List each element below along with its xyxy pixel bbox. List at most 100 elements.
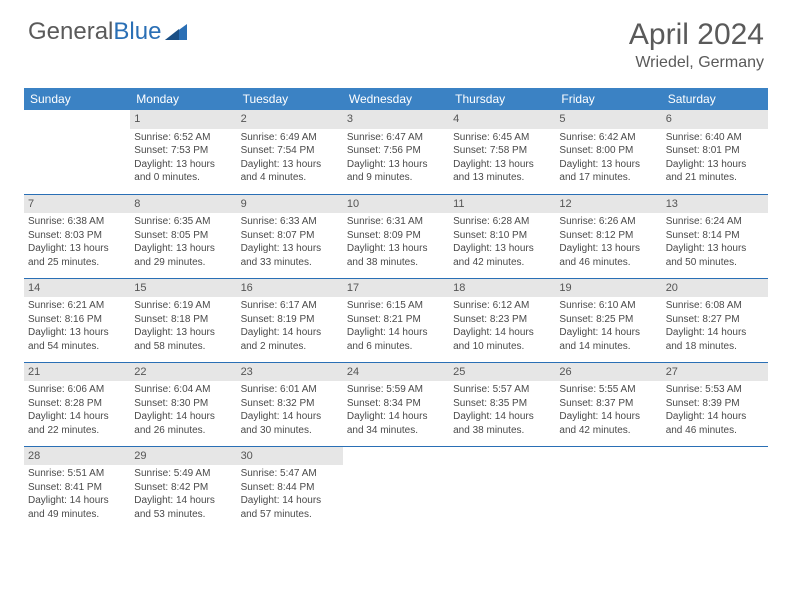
sunrise-line: Sunrise: 5:55 AM bbox=[559, 383, 657, 397]
daylight-line1: Daylight: 14 hours bbox=[666, 410, 764, 424]
logo-triangle-icon bbox=[165, 22, 191, 42]
daylight-line1: Daylight: 13 hours bbox=[347, 158, 445, 172]
daylight-line2: and 22 minutes. bbox=[28, 424, 126, 438]
calendar-cell: 5Sunrise: 6:42 AMSunset: 8:00 PMDaylight… bbox=[555, 110, 661, 194]
sunset-line: Sunset: 8:28 PM bbox=[28, 397, 126, 411]
sunrise-line: Sunrise: 6:01 AM bbox=[241, 383, 339, 397]
calendar-cell bbox=[555, 446, 661, 527]
daylight-line2: and 42 minutes. bbox=[453, 256, 551, 270]
page-header: GeneralBlue April 2024 Wriedel, Germany bbox=[0, 0, 792, 80]
calendar-row: 28Sunrise: 5:51 AMSunset: 8:41 PMDayligh… bbox=[24, 446, 768, 527]
daylight-line2: and 6 minutes. bbox=[347, 340, 445, 354]
sunrise-line: Sunrise: 5:49 AM bbox=[134, 467, 232, 481]
day-number: 7 bbox=[24, 195, 130, 214]
sunset-line: Sunset: 8:03 PM bbox=[28, 229, 126, 243]
sunrise-line: Sunrise: 6:35 AM bbox=[134, 215, 232, 229]
day-number: 9 bbox=[237, 195, 343, 214]
calendar-cell: 22Sunrise: 6:04 AMSunset: 8:30 PMDayligh… bbox=[130, 362, 236, 446]
daylight-line1: Daylight: 13 hours bbox=[666, 242, 764, 256]
day-number: 30 bbox=[237, 447, 343, 466]
daylight-line2: and 13 minutes. bbox=[453, 171, 551, 185]
sunrise-line: Sunrise: 6:31 AM bbox=[347, 215, 445, 229]
daylight-line2: and 29 minutes. bbox=[134, 256, 232, 270]
day-number: 29 bbox=[130, 447, 236, 466]
calendar-cell: 26Sunrise: 5:55 AMSunset: 8:37 PMDayligh… bbox=[555, 362, 661, 446]
calendar-head: Sunday Monday Tuesday Wednesday Thursday… bbox=[24, 88, 768, 110]
sunrise-line: Sunrise: 6:28 AM bbox=[453, 215, 551, 229]
daylight-line2: and 49 minutes. bbox=[28, 508, 126, 522]
day-number: 5 bbox=[555, 110, 661, 129]
sunset-line: Sunset: 8:42 PM bbox=[134, 481, 232, 495]
daylight-line1: Daylight: 14 hours bbox=[134, 494, 232, 508]
calendar-cell: 16Sunrise: 6:17 AMSunset: 8:19 PMDayligh… bbox=[237, 278, 343, 362]
daylight-line1: Daylight: 13 hours bbox=[453, 242, 551, 256]
daylight-line2: and 42 minutes. bbox=[559, 424, 657, 438]
daylight-line2: and 30 minutes. bbox=[241, 424, 339, 438]
calendar-cell: 23Sunrise: 6:01 AMSunset: 8:32 PMDayligh… bbox=[237, 362, 343, 446]
daylight-line1: Daylight: 13 hours bbox=[134, 158, 232, 172]
sunset-line: Sunset: 8:07 PM bbox=[241, 229, 339, 243]
daylight-line1: Daylight: 13 hours bbox=[559, 242, 657, 256]
day-number: 20 bbox=[662, 279, 768, 298]
sunset-line: Sunset: 8:10 PM bbox=[453, 229, 551, 243]
daylight-line2: and 18 minutes. bbox=[666, 340, 764, 354]
sunrise-line: Sunrise: 6:10 AM bbox=[559, 299, 657, 313]
calendar-cell bbox=[449, 446, 555, 527]
daylight-line2: and 50 minutes. bbox=[666, 256, 764, 270]
calendar-cell: 10Sunrise: 6:31 AMSunset: 8:09 PMDayligh… bbox=[343, 194, 449, 278]
daylight-line1: Daylight: 13 hours bbox=[134, 242, 232, 256]
sunset-line: Sunset: 8:01 PM bbox=[666, 144, 764, 158]
brand-logo: GeneralBlue bbox=[28, 18, 191, 46]
sunrise-line: Sunrise: 6:45 AM bbox=[453, 131, 551, 145]
sunset-line: Sunset: 8:34 PM bbox=[347, 397, 445, 411]
day-number: 13 bbox=[662, 195, 768, 214]
daylight-line1: Daylight: 14 hours bbox=[134, 410, 232, 424]
weekday-header: Monday bbox=[130, 88, 236, 110]
daylight-line1: Daylight: 14 hours bbox=[347, 410, 445, 424]
day-number: 16 bbox=[237, 279, 343, 298]
calendar-cell: 7Sunrise: 6:38 AMSunset: 8:03 PMDaylight… bbox=[24, 194, 130, 278]
daylight-line2: and 46 minutes. bbox=[666, 424, 764, 438]
daylight-line1: Daylight: 13 hours bbox=[241, 242, 339, 256]
day-number: 10 bbox=[343, 195, 449, 214]
day-number: 21 bbox=[24, 363, 130, 382]
sunrise-line: Sunrise: 5:59 AM bbox=[347, 383, 445, 397]
calendar-cell: 17Sunrise: 6:15 AMSunset: 8:21 PMDayligh… bbox=[343, 278, 449, 362]
daylight-line1: Daylight: 13 hours bbox=[347, 242, 445, 256]
daylight-line1: Daylight: 14 hours bbox=[28, 410, 126, 424]
daylight-line2: and 4 minutes. bbox=[241, 171, 339, 185]
sunset-line: Sunset: 8:37 PM bbox=[559, 397, 657, 411]
daylight-line1: Daylight: 13 hours bbox=[241, 158, 339, 172]
daylight-line2: and 54 minutes. bbox=[28, 340, 126, 354]
calendar-cell: 20Sunrise: 6:08 AMSunset: 8:27 PMDayligh… bbox=[662, 278, 768, 362]
daylight-line2: and 58 minutes. bbox=[134, 340, 232, 354]
calendar-cell: 27Sunrise: 5:53 AMSunset: 8:39 PMDayligh… bbox=[662, 362, 768, 446]
sunset-line: Sunset: 7:53 PM bbox=[134, 144, 232, 158]
sunset-line: Sunset: 8:14 PM bbox=[666, 229, 764, 243]
day-number: 26 bbox=[555, 363, 661, 382]
day-number: 11 bbox=[449, 195, 555, 214]
sunset-line: Sunset: 8:21 PM bbox=[347, 313, 445, 327]
sunrise-line: Sunrise: 6:40 AM bbox=[666, 131, 764, 145]
daylight-line1: Daylight: 14 hours bbox=[559, 410, 657, 424]
daylight-line2: and 17 minutes. bbox=[559, 171, 657, 185]
sunrise-line: Sunrise: 6:26 AM bbox=[559, 215, 657, 229]
day-number: 3 bbox=[343, 110, 449, 129]
calendar-cell: 11Sunrise: 6:28 AMSunset: 8:10 PMDayligh… bbox=[449, 194, 555, 278]
daylight-line2: and 0 minutes. bbox=[134, 171, 232, 185]
calendar-cell: 4Sunrise: 6:45 AMSunset: 7:58 PMDaylight… bbox=[449, 110, 555, 194]
calendar-cell bbox=[662, 446, 768, 527]
sunrise-line: Sunrise: 6:15 AM bbox=[347, 299, 445, 313]
daylight-line2: and 46 minutes. bbox=[559, 256, 657, 270]
day-number: 2 bbox=[237, 110, 343, 129]
day-number: 17 bbox=[343, 279, 449, 298]
calendar-cell: 3Sunrise: 6:47 AMSunset: 7:56 PMDaylight… bbox=[343, 110, 449, 194]
calendar-cell: 28Sunrise: 5:51 AMSunset: 8:41 PMDayligh… bbox=[24, 446, 130, 527]
calendar-cell: 12Sunrise: 6:26 AMSunset: 8:12 PMDayligh… bbox=[555, 194, 661, 278]
daylight-line1: Daylight: 14 hours bbox=[559, 326, 657, 340]
sunrise-line: Sunrise: 6:21 AM bbox=[28, 299, 126, 313]
daylight-line2: and 53 minutes. bbox=[134, 508, 232, 522]
sunset-line: Sunset: 8:27 PM bbox=[666, 313, 764, 327]
day-number: 6 bbox=[662, 110, 768, 129]
daylight-line2: and 9 minutes. bbox=[347, 171, 445, 185]
